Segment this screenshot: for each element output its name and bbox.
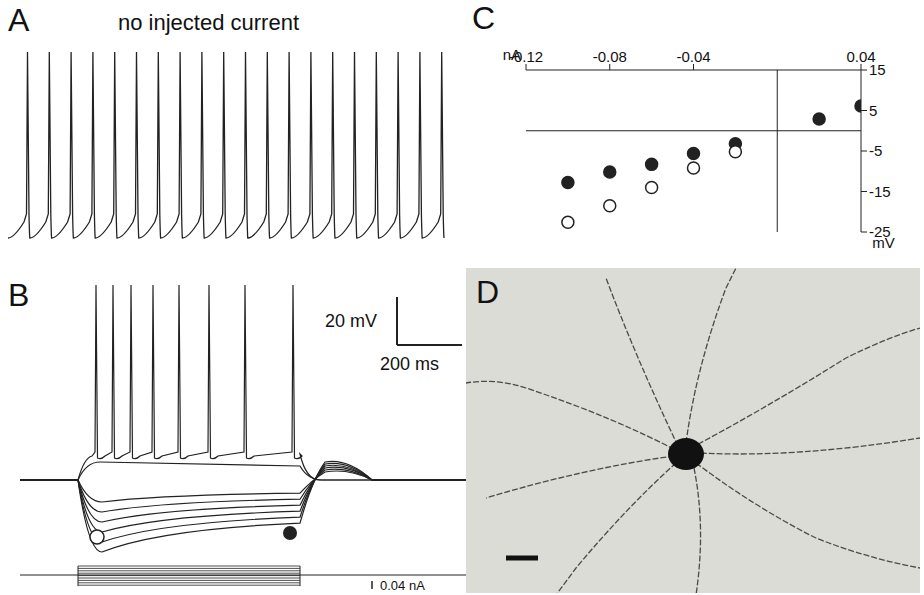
svg-text:0.04: 0.04 (846, 48, 876, 65)
svg-text:nA: nA (503, 46, 521, 63)
svg-text:-25: -25 (869, 223, 891, 241)
svg-text:-0.08: -0.08 (593, 48, 627, 65)
svg-text:-0.12: -0.12 (508, 48, 544, 65)
svg-text:0.04 nA: 0.04 nA (380, 578, 425, 593)
html-text:no injected current: no injected current (118, 10, 299, 35)
svg-text:-15: -15 (869, 183, 891, 200)
html-text:C: C (472, 0, 496, 36)
html-text:D: D (476, 274, 500, 310)
svg-text:20 mV: 20 mV (325, 311, 377, 331)
html-text:B: B (8, 277, 30, 313)
svg-text:-0.04: -0.04 (676, 48, 710, 65)
svg-text:15: 15 (869, 61, 886, 78)
svg-text:mV: mV (872, 234, 895, 251)
svg-text:-5: -5 (869, 142, 882, 159)
html-text:A: A (8, 2, 30, 38)
svg-text:200 ms: 200 ms (380, 354, 439, 374)
svg-text:5: 5 (869, 102, 877, 119)
